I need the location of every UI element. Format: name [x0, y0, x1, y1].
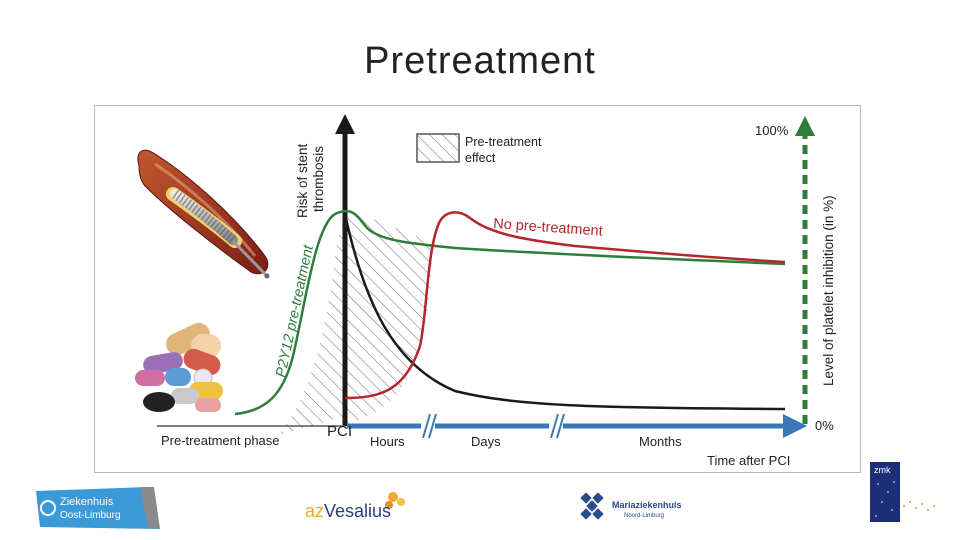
pretreatment-curve [234, 209, 786, 416]
zol-logo: Ziekenhuis Oost-Limburg [36, 487, 160, 529]
vesalius-logo: azVesalius [303, 488, 413, 524]
legend-label-2: effect [465, 151, 496, 165]
svg-text:azVesalius: azVesalius [305, 501, 391, 521]
diagram-canvas: Pre-treatment effect Risk of stent throm… [135, 114, 836, 468]
vesalius-prefix: az [305, 501, 324, 521]
mariaziekenhuis-logo: Mariaziekenhuis Noord-Limburg [578, 490, 698, 522]
mariaziekenhuis-sub: Noord-Limburg [624, 513, 664, 519]
platelet-axis-label: Level of platelet inhibition (in %) [821, 195, 836, 386]
platelet-axis-top: 100% [755, 123, 789, 138]
vesalius-name: Vesalius [324, 501, 391, 521]
platelet-axis-arrow [795, 116, 815, 136]
zmk-logo: zmk [870, 462, 940, 530]
timeline-break-hours [421, 413, 437, 439]
timeline-days-label: Days [471, 434, 501, 449]
legend-label-1: Pre-treatment [465, 135, 542, 149]
risk-curve [343, 213, 786, 411]
mariaziekenhuis-name: Mariaziekenhuis [612, 500, 682, 510]
timeline-hours-label: Hours [370, 434, 405, 449]
timeline-caption: Time after PCI [707, 453, 790, 468]
no-pretreatment-curve [344, 211, 786, 400]
pills-icon [135, 322, 223, 412]
risk-axis-label-2: thrombosis [311, 146, 326, 212]
risk-axis-label-1: Risk of stent [295, 143, 310, 218]
zmk-label: zmk [874, 465, 891, 475]
timeline-pci-label: PCI [327, 423, 352, 440]
timeline-arrow [783, 414, 807, 438]
zol-logo-line2: Oost-Limburg [60, 510, 121, 521]
no-pretreatment-curve-label: No pre-treatment [493, 216, 603, 240]
zol-logo-line1: Ziekenhuis [60, 496, 114, 508]
pretreatment-curve-label: P2Y12 pre-treatment [273, 243, 317, 379]
timeline-phase-label: Pre-treatment phase [161, 433, 280, 448]
slide-title: Pretreatment [364, 40, 596, 82]
pretreatment-effect-area [277, 214, 433, 436]
platelet-axis-bottom: 0% [815, 418, 834, 433]
stented-artery-icon [137, 149, 270, 279]
timeline-months-label: Months [639, 434, 682, 449]
pretreatment-diagram: Pre-treatment effect Risk of stent throm… [94, 105, 861, 473]
timeline-break-days [549, 413, 565, 439]
legend-hatch-swatch [416, 133, 460, 163]
risk-axis-arrow [335, 114, 355, 134]
